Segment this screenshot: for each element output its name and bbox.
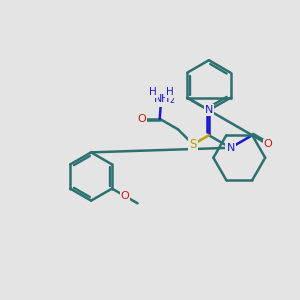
Text: S: S <box>189 138 197 151</box>
Text: N: N <box>205 105 213 115</box>
Text: N: N <box>226 143 235 153</box>
Text: O: O <box>120 191 129 201</box>
Text: H: H <box>166 87 173 97</box>
Text: O: O <box>264 140 272 149</box>
Text: H: H <box>149 87 157 97</box>
Text: O: O <box>138 114 146 124</box>
Text: NH$_2$: NH$_2$ <box>154 92 176 106</box>
